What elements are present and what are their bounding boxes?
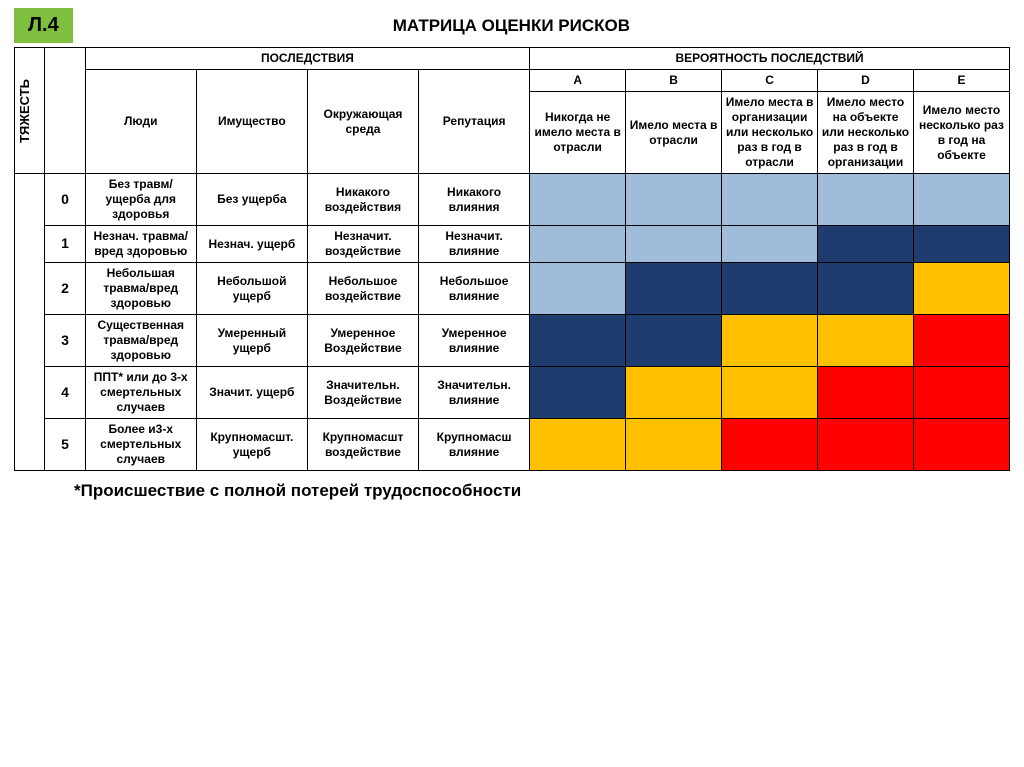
consequence-cell: Небольшая травма/вред здоровью [85,263,196,315]
conseq-header-1: Имущество [196,70,307,174]
risk-color-cell [626,367,722,419]
severity-number: 5 [45,419,85,471]
risk-color-cell [722,263,818,315]
risk-color-cell [626,419,722,471]
matrix-row: 0Без травм/ ущерба для здоровьяБез ущерб… [15,174,1010,226]
risk-color-cell [913,263,1009,315]
consequence-cell: Небольшой ущерб [196,263,307,315]
risk-color-cell [530,226,626,263]
severity-number: 1 [45,226,85,263]
risk-color-cell [530,263,626,315]
severity-number: 3 [45,315,85,367]
severity-number: 2 [45,263,85,315]
conseq-header-0: Люди [85,70,196,174]
prob-letter-2: C [722,70,818,92]
risk-color-cell [530,174,626,226]
severity-number: 4 [45,367,85,419]
severity-side-cell [15,174,45,471]
prob-letter-1: B [626,70,722,92]
matrix-row: 5Более и3-х смертельных случаевКрупномас… [15,419,1010,471]
consequence-cell: Крупномасш влияние [419,419,530,471]
prob-letter-3: D [818,70,914,92]
consequence-cell: Небольшое воздействие [307,263,418,315]
risk-color-cell [913,419,1009,471]
probability-group-header: ВЕРОЯТНОСТЬ ПОСЛЕДСТВИЙ [530,48,1010,70]
risk-color-cell [722,174,818,226]
risk-color-cell [913,315,1009,367]
consequence-cell: Никакого влияния [419,174,530,226]
risk-color-cell [913,367,1009,419]
consequence-cell: Значительн. Воздействие [307,367,418,419]
consequence-cell: Крупномасшт. ущерб [196,419,307,471]
prob-letter-0: A [530,70,626,92]
consequence-cell: Значит. ущерб [196,367,307,419]
risk-color-cell [722,226,818,263]
risk-color-cell [818,367,914,419]
consequence-cell: Умеренное влияние [419,315,530,367]
consequences-group-header: ПОСЛЕДСТВИЯ [85,48,529,70]
prob-letter-4: E [913,70,1009,92]
consequence-cell: Умеренный ущерб [196,315,307,367]
risk-color-cell [530,419,626,471]
prob-desc-4: Имело место несколько раз в год на объек… [913,92,1009,174]
risk-color-cell [913,226,1009,263]
risk-color-cell [722,419,818,471]
risk-matrix-table: ТЯЖЕСТЬ ПОСЛЕДСТВИЯ ВЕРОЯТНОСТЬ ПОСЛЕДСТ… [14,47,1010,471]
matrix-row: 1Незнач. травма/вред здоровьюНезнач. уще… [15,226,1010,263]
consequence-cell: Крупномасшт воздействие [307,419,418,471]
page-title: МАТРИЦА ОЦЕНКИ РИСКОВ [13,16,1010,36]
consequence-cell: Более и3-х смертельных случаев [85,419,196,471]
conseq-header-2: Окружающая среда [307,70,418,174]
consequence-cell: Существенная травма/вред здоровью [85,315,196,367]
consequence-cell: Без травм/ ущерба для здоровья [85,174,196,226]
risk-color-cell [530,315,626,367]
matrix-row: 4ППТ* или до 3-х смертельных случаевЗнач… [15,367,1010,419]
prob-desc-0: Никогда не имело места в отрасли [530,92,626,174]
consequence-cell: Незначит. влияние [419,226,530,263]
risk-color-cell [626,263,722,315]
risk-color-cell [913,174,1009,226]
consequence-cell: ППТ* или до 3-х смертельных случаев [85,367,196,419]
risk-color-cell [722,367,818,419]
risk-color-cell [626,226,722,263]
consequence-cell: Никакого воздействия [307,174,418,226]
risk-color-cell [818,315,914,367]
consequence-cell: Незнач. ущерб [196,226,307,263]
risk-color-cell [818,263,914,315]
consequence-cell: Умеренное Воздействие [307,315,418,367]
conseq-header-3: Репутация [419,70,530,174]
consequence-cell: Незнач. травма/вред здоровью [85,226,196,263]
severity-side-header: ТЯЖЕСТЬ [15,48,45,174]
prob-desc-3: Имело место на объекте или несколько раз… [818,92,914,174]
matrix-row: 3Существенная травма/вред здоровьюУмерен… [15,315,1010,367]
severity-num-header [45,48,85,174]
risk-color-cell [626,315,722,367]
matrix-row: 2Небольшая травма/вред здоровьюНебольшой… [15,263,1010,315]
risk-color-cell [818,419,914,471]
prob-desc-2: Имело места в организации или несколько … [722,92,818,174]
risk-color-cell [530,367,626,419]
risk-color-cell [626,174,722,226]
risk-color-cell [818,226,914,263]
consequence-cell: Небольшое влияние [419,263,530,315]
consequence-cell: Незначит. воздействие [307,226,418,263]
severity-number: 0 [45,174,85,226]
footnote: *Происшествие с полной потерей трудоспос… [74,481,1010,501]
consequence-cell: Значительн. влияние [419,367,530,419]
consequence-cell: Без ущерба [196,174,307,226]
risk-color-cell [818,174,914,226]
risk-color-cell [722,315,818,367]
prob-desc-1: Имело места в отрасли [626,92,722,174]
